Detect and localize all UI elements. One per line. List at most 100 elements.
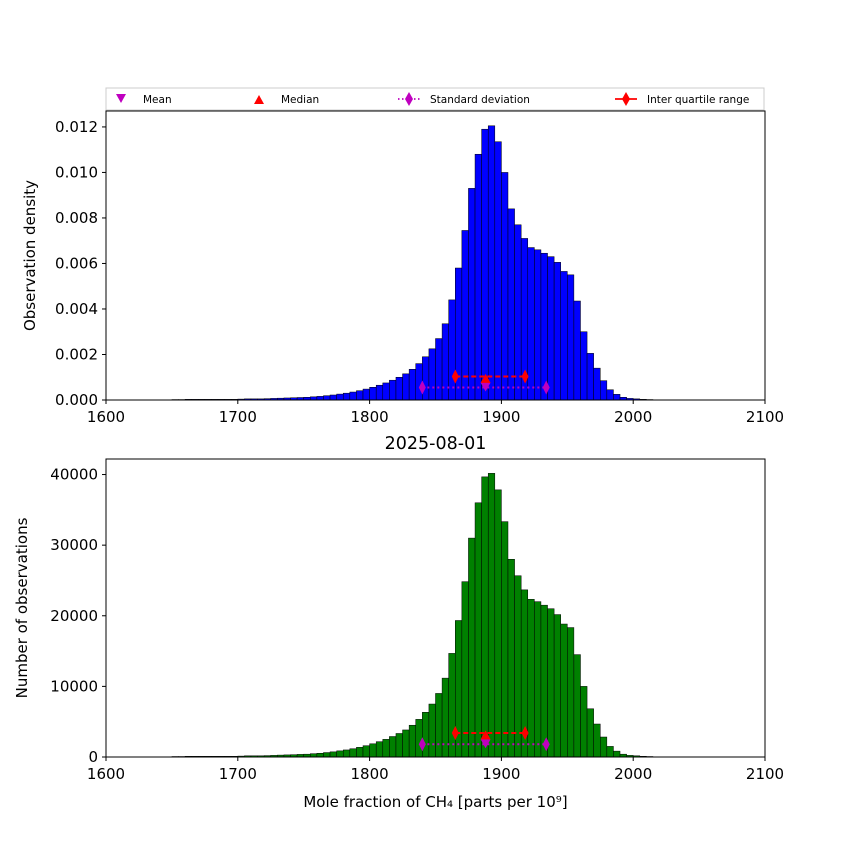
top-axes-frame	[105, 110, 766, 401]
histogram-bar	[560, 623, 568, 758]
histogram-bar	[356, 390, 364, 401]
histogram-bar	[501, 521, 509, 758]
histogram-bar	[507, 559, 515, 758]
std-lower-marker	[418, 737, 426, 752]
histogram-bar	[468, 537, 476, 758]
legend-entry-inter-quartile-range: Inter quartile range	[615, 92, 749, 106]
std-upper-marker	[542, 737, 550, 752]
histogram-bar	[382, 739, 390, 758]
histogram-bar	[567, 274, 575, 401]
histogram-bar	[487, 125, 496, 401]
histogram-bar	[428, 703, 436, 758]
x-tick-label: 2100	[746, 408, 784, 426]
histogram-bar	[600, 380, 608, 401]
histogram-bar	[461, 230, 469, 401]
y-tick-label: 10000	[50, 677, 98, 695]
histogram-bar	[422, 356, 430, 401]
histogram-bar	[408, 724, 416, 758]
histogram-bar	[435, 693, 443, 758]
histogram-bar	[356, 747, 364, 758]
histogram-bar	[494, 489, 502, 758]
histogram-bar	[349, 748, 357, 758]
histogram-bar	[514, 575, 522, 758]
median-marker	[480, 730, 491, 740]
y-tick-label: 0.012	[55, 118, 98, 136]
diamond-icon	[622, 92, 630, 106]
x-tick-label: 1700	[219, 765, 257, 783]
histogram-bar	[435, 338, 443, 401]
top-y-axis-label: Observation density	[21, 180, 39, 331]
histogram-bar	[501, 172, 509, 401]
histogram-bar	[527, 247, 535, 401]
legend-label-median: Median	[281, 94, 319, 106]
histogram-bar	[402, 373, 410, 401]
legend-entry-mean: Mean	[116, 94, 172, 106]
bottom-y-axis: 0 10000 20000 30000 40000	[50, 466, 106, 766]
histogram-bar	[600, 736, 608, 758]
histogram-bar	[362, 745, 370, 758]
histogram-bar	[375, 384, 384, 401]
histogram-bar	[553, 614, 561, 758]
histogram-bar	[560, 271, 568, 401]
histogram-bar	[613, 750, 621, 758]
histogram-bar	[586, 708, 594, 758]
histogram-bar	[448, 653, 456, 758]
bottom-x-axis-label: Mole fraction of CH₄ [parts per 10⁹]	[303, 793, 567, 811]
top-histogram-bars	[171, 125, 654, 401]
iqr-upper-marker	[521, 369, 529, 384]
std-upper-marker	[542, 380, 550, 395]
histogram-bar	[316, 753, 324, 758]
histogram-bar	[349, 391, 357, 401]
legend: Mean Median Standard deviation Inter qua…	[105, 87, 765, 111]
histogram-bar	[593, 367, 601, 401]
histogram-bar	[415, 719, 423, 758]
x-tick-label: 1700	[219, 408, 257, 426]
histogram-bar	[428, 348, 436, 401]
x-tick-label: 2100	[746, 765, 784, 783]
histogram-bar	[540, 604, 548, 758]
legend-entry-median: Median	[254, 94, 319, 106]
y-tick-label: 0	[88, 748, 98, 766]
x-tick-label: 1600	[87, 408, 125, 426]
histogram-bar	[553, 262, 561, 401]
histogram-bar	[474, 502, 482, 758]
histogram-bar	[487, 473, 496, 758]
mean-marker	[480, 382, 491, 392]
histogram-bar	[369, 743, 377, 758]
y-tick-label: 30000	[50, 536, 98, 554]
histogram-bar	[461, 581, 469, 758]
histogram-bar	[402, 729, 410, 758]
y-tick-label: 0.010	[55, 163, 98, 181]
histogram-bar	[580, 686, 588, 758]
histogram-bar	[329, 751, 337, 758]
iqr-lower-marker	[451, 369, 459, 384]
histogram-bar	[534, 601, 542, 758]
legend-label-mean: Mean	[143, 94, 172, 106]
histogram-bar	[474, 153, 482, 401]
top-statistics-markers	[418, 369, 550, 395]
histogram-bar	[323, 752, 331, 758]
histogram-bar	[369, 387, 377, 401]
bottom-y-axis-label: Number of observations	[13, 517, 31, 698]
histogram-bar	[375, 741, 384, 758]
histogram-bar	[527, 599, 535, 758]
histogram-bar	[567, 627, 575, 758]
histogram-bar	[481, 128, 489, 401]
histogram-bar	[342, 749, 351, 758]
histogram-bar	[580, 331, 588, 401]
chart-top: 1600 1700 1800 1900 2000 2100 0.000 0.002 0.004…	[21, 110, 784, 426]
histogram-bar	[507, 208, 515, 401]
histogram-bar	[441, 323, 449, 401]
bottom-axes-frame	[105, 458, 766, 758]
x-tick-label: 2000	[614, 765, 652, 783]
histogram-bar	[329, 394, 337, 401]
iqr-upper-marker	[521, 725, 529, 740]
histogram-bar	[389, 736, 397, 758]
histogram-bar	[316, 396, 324, 401]
x-tick-label: 1800	[351, 765, 389, 783]
top-x-axis: 1600 1700 1800 1900 2000 2100	[87, 400, 784, 426]
legend-label-inter-quartile-range: Inter quartile range	[647, 94, 749, 106]
histogram-bar	[540, 252, 548, 401]
histogram-bar	[613, 394, 621, 401]
